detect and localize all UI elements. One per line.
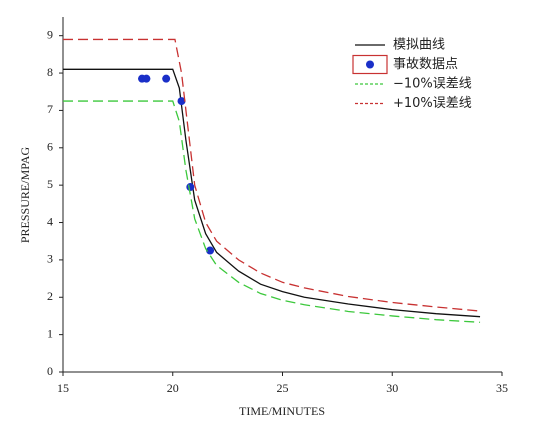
legend-box	[352, 54, 388, 75]
line	[63, 100, 481, 323]
y-tick-label: 8	[47, 65, 53, 79]
point	[177, 97, 186, 106]
legend-label: +10%误差线	[393, 96, 472, 111]
y-tick-label: 0	[47, 364, 53, 378]
point	[162, 74, 171, 83]
y-tick-label: 5	[47, 177, 53, 191]
point	[142, 74, 151, 83]
point	[206, 246, 215, 255]
x-axis-label: TIME/MINUTES	[239, 404, 325, 418]
y-tick-label: 1	[47, 326, 53, 340]
x-tick-label: 30	[386, 381, 398, 395]
legend-label: −10%误差线	[393, 77, 472, 92]
x-tick-label: 20	[167, 381, 179, 395]
y-tick-label: 3	[47, 252, 53, 266]
y-tick-label: 9	[47, 27, 53, 41]
x-tick-label: 35	[496, 381, 508, 395]
legend-swatch	[366, 60, 374, 69]
legend-label: 模拟曲线	[393, 38, 445, 53]
point	[186, 183, 195, 192]
legend-label: 事故数据点	[393, 57, 458, 72]
y-axis-label: PRESSURE/MPAG	[18, 147, 32, 244]
x-tick-label: 15	[57, 381, 69, 395]
y-tick-label: 6	[47, 140, 53, 154]
y-tick-label: 4	[47, 214, 53, 228]
line	[63, 68, 481, 318]
x-tick-label: 25	[277, 381, 289, 395]
line	[63, 38, 481, 312]
y-tick-label: 2	[47, 289, 53, 303]
y-tick-label: 7	[47, 102, 53, 116]
